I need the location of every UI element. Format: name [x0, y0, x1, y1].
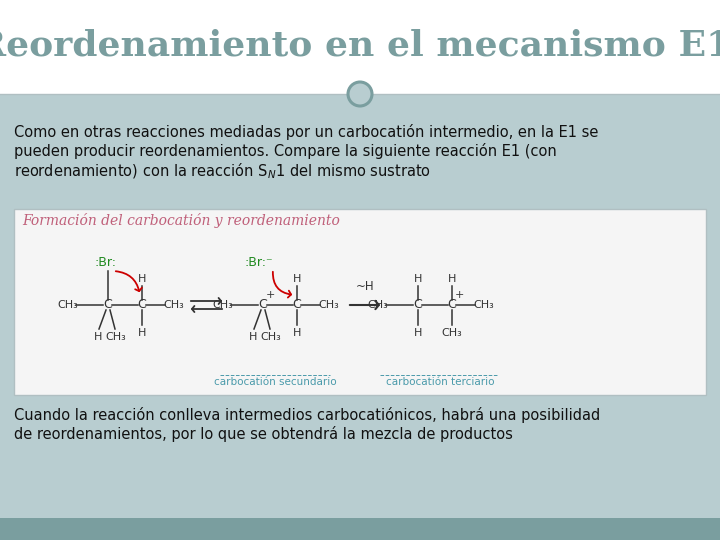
- Text: CH₃: CH₃: [163, 300, 184, 310]
- Text: C: C: [138, 299, 146, 312]
- Text: CH₃: CH₃: [474, 300, 495, 310]
- Text: C: C: [448, 299, 456, 312]
- Text: CH₃: CH₃: [368, 300, 388, 310]
- Text: H: H: [249, 332, 257, 342]
- Text: C: C: [258, 299, 267, 312]
- FancyBboxPatch shape: [0, 0, 720, 94]
- Text: CH₃: CH₃: [106, 332, 127, 342]
- Circle shape: [348, 82, 372, 106]
- Text: H: H: [414, 328, 422, 338]
- Text: Cuando la reacción conlleva intermedios carbocatiónicos, habrá una posibilidad: Cuando la reacción conlleva intermedios …: [14, 407, 600, 423]
- FancyBboxPatch shape: [0, 518, 720, 540]
- Text: H: H: [138, 274, 146, 284]
- Text: Como en otras reacciones mediadas por un carbocatión intermedio, en la E1 se: Como en otras reacciones mediadas por un…: [14, 124, 598, 140]
- Text: H: H: [138, 328, 146, 338]
- Text: C: C: [413, 299, 423, 312]
- Text: CH₃: CH₃: [319, 300, 339, 310]
- Text: reordenamiento) con la reacción S$_{N}$1 del mismo sustrato: reordenamiento) con la reacción S$_{N}$1…: [14, 162, 431, 181]
- Text: CH₃: CH₃: [212, 300, 233, 310]
- Text: ~H: ~H: [356, 280, 374, 293]
- Text: :Br:⁻: :Br:⁻: [245, 255, 274, 268]
- Text: Formación del carbocatión y reordenamiento: Formación del carbocatión y reordenamien…: [22, 213, 340, 228]
- Text: H: H: [414, 274, 422, 284]
- Text: C: C: [292, 299, 302, 312]
- Text: Reordenamiento en el mecanismo E1.: Reordenamiento en el mecanismo E1.: [0, 28, 720, 62]
- Text: +: +: [454, 290, 464, 300]
- Text: H: H: [293, 274, 301, 284]
- Text: C: C: [104, 299, 112, 312]
- Text: :Br:: :Br:: [95, 256, 117, 269]
- Text: CH₃: CH₃: [441, 328, 462, 338]
- Text: pueden producir reordenamientos. Compare la siguiente reacción E1 (con: pueden producir reordenamientos. Compare…: [14, 143, 557, 159]
- Text: de reordenamientos, por lo que se obtendrá la mezcla de productos: de reordenamientos, por lo que se obtend…: [14, 426, 513, 442]
- Text: carbocatión secundario: carbocatión secundario: [214, 377, 336, 387]
- Text: H: H: [293, 328, 301, 338]
- Text: +: +: [265, 290, 275, 300]
- Text: H: H: [94, 332, 102, 342]
- Text: carbocatión terciario: carbocatión terciario: [386, 377, 494, 387]
- Text: CH₃: CH₃: [58, 300, 78, 310]
- FancyBboxPatch shape: [14, 209, 706, 395]
- Text: H: H: [448, 274, 456, 284]
- Text: CH₃: CH₃: [261, 332, 282, 342]
